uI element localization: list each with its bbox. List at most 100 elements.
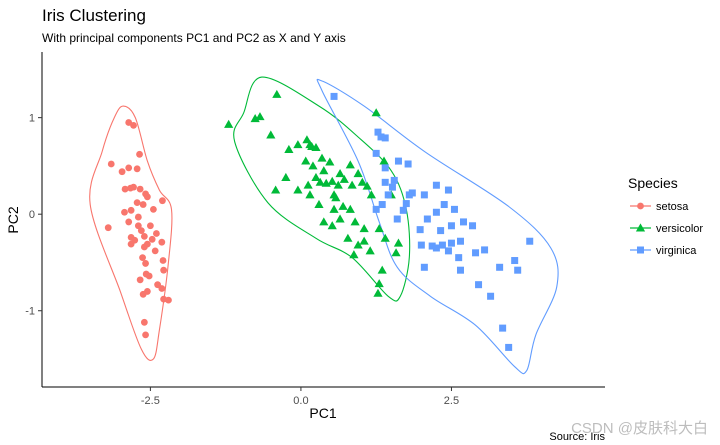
- legend-item-setosa: setosa: [630, 201, 689, 213]
- point-setosa: [136, 276, 144, 284]
- point-virginica: [447, 222, 455, 230]
- point-versicolor: [353, 240, 363, 249]
- point-setosa: [142, 331, 149, 339]
- point-virginica: [390, 176, 398, 184]
- point-versicolor: [266, 130, 276, 139]
- point-virginica: [402, 200, 410, 208]
- point-versicolor: [308, 161, 318, 170]
- point-setosa: [134, 213, 142, 221]
- point-setosa: [137, 227, 145, 235]
- point-setosa: [139, 201, 147, 208]
- point-versicolor: [391, 248, 401, 257]
- point-versicolor: [284, 144, 294, 153]
- point-setosa: [145, 272, 153, 280]
- chart-title: Iris Clustering: [42, 6, 146, 25]
- point-setosa: [133, 165, 141, 173]
- point-virginica: [444, 247, 452, 255]
- legend-key-setosa: [637, 202, 644, 210]
- point-versicolor: [359, 224, 369, 233]
- point-setosa: [153, 230, 160, 237]
- watermark: CSDN @皮肤科大白: [571, 420, 708, 437]
- point-versicolor: [393, 238, 404, 247]
- point-setosa: [133, 199, 141, 207]
- point-versicolor: [373, 288, 383, 297]
- point-virginica: [330, 92, 338, 100]
- point-setosa: [139, 290, 147, 298]
- point-virginica: [444, 186, 452, 194]
- point-versicolor: [303, 180, 313, 189]
- y-ticks: 1 0 -1: [25, 113, 42, 318]
- y-tick-label: 0: [29, 209, 35, 221]
- point-virginica: [438, 241, 446, 249]
- point-virginica: [428, 242, 436, 250]
- point-versicolor: [329, 204, 339, 213]
- point-setosa: [130, 183, 137, 191]
- y-axis-title: PC2: [5, 206, 21, 233]
- point-virginica: [372, 149, 380, 157]
- point-versicolor: [311, 142, 321, 152]
- point-virginica: [499, 324, 507, 332]
- hull-virginica: [316, 78, 559, 375]
- point-setosa: [158, 285, 166, 292]
- point-versicolor: [319, 217, 329, 226]
- legend: Species setosa versicolor virginica: [628, 175, 703, 257]
- legend-key-versicolor: [635, 223, 646, 232]
- point-setosa: [125, 218, 133, 226]
- point-virginica: [459, 218, 467, 226]
- point-setosa: [151, 247, 159, 255]
- point-versicolor: [347, 180, 357, 189]
- point-versicolor: [371, 108, 381, 117]
- point-versicolor: [271, 185, 281, 194]
- point-versicolor: [377, 265, 387, 274]
- point-virginica: [511, 257, 519, 265]
- legend-title: Species: [628, 175, 678, 191]
- legend-item-versicolor: versicolor: [630, 223, 703, 235]
- point-virginica: [420, 191, 428, 199]
- point-versicolor: [311, 172, 321, 181]
- point-virginica: [481, 246, 489, 254]
- point-setosa: [139, 254, 146, 262]
- point-versicolor: [305, 140, 315, 149]
- point-virginica: [496, 263, 504, 271]
- hull-versicolor: [233, 76, 411, 302]
- point-versicolor: [339, 174, 349, 183]
- point-virginica: [416, 226, 424, 234]
- point-virginica: [432, 244, 440, 252]
- point-versicolor: [281, 172, 291, 181]
- point-versicolor: [350, 217, 360, 226]
- point-setosa: [148, 235, 156, 243]
- point-versicolor: [293, 140, 303, 149]
- point-versicolor: [359, 236, 369, 245]
- point-versicolor: [272, 89, 282, 98]
- point-versicolor: [255, 112, 265, 121]
- point-virginica: [456, 266, 464, 274]
- point-setosa: [121, 185, 129, 193]
- point-versicolor: [335, 214, 345, 223]
- point-virginica: [514, 266, 522, 274]
- point-virginica: [505, 343, 513, 351]
- point-versicolor: [353, 169, 363, 178]
- source-caption: Source: Iris: [549, 431, 605, 443]
- point-versicolor: [379, 156, 389, 165]
- point-setosa: [140, 232, 148, 240]
- point-virginica: [447, 239, 455, 247]
- point-versicolor: [224, 119, 234, 128]
- y-tick-label: -1: [25, 306, 35, 318]
- point-virginica: [417, 241, 425, 249]
- point-versicolor: [345, 204, 355, 213]
- point-virginica: [472, 249, 480, 257]
- point-versicolor: [325, 157, 335, 166]
- point-virginica: [423, 215, 431, 223]
- point-virginica: [469, 222, 477, 230]
- point-versicolor: [374, 279, 384, 288]
- point-versicolor: [349, 250, 359, 259]
- point-versicolor: [317, 153, 327, 162]
- point-versicolor: [357, 177, 367, 186]
- hull-setosa: [89, 105, 173, 361]
- point-setosa: [140, 243, 148, 251]
- point-virginica: [381, 134, 389, 142]
- point-virginica: [455, 254, 463, 262]
- point-versicolor: [305, 190, 315, 199]
- point-versicolor: [331, 193, 341, 202]
- point-virginica: [378, 201, 386, 209]
